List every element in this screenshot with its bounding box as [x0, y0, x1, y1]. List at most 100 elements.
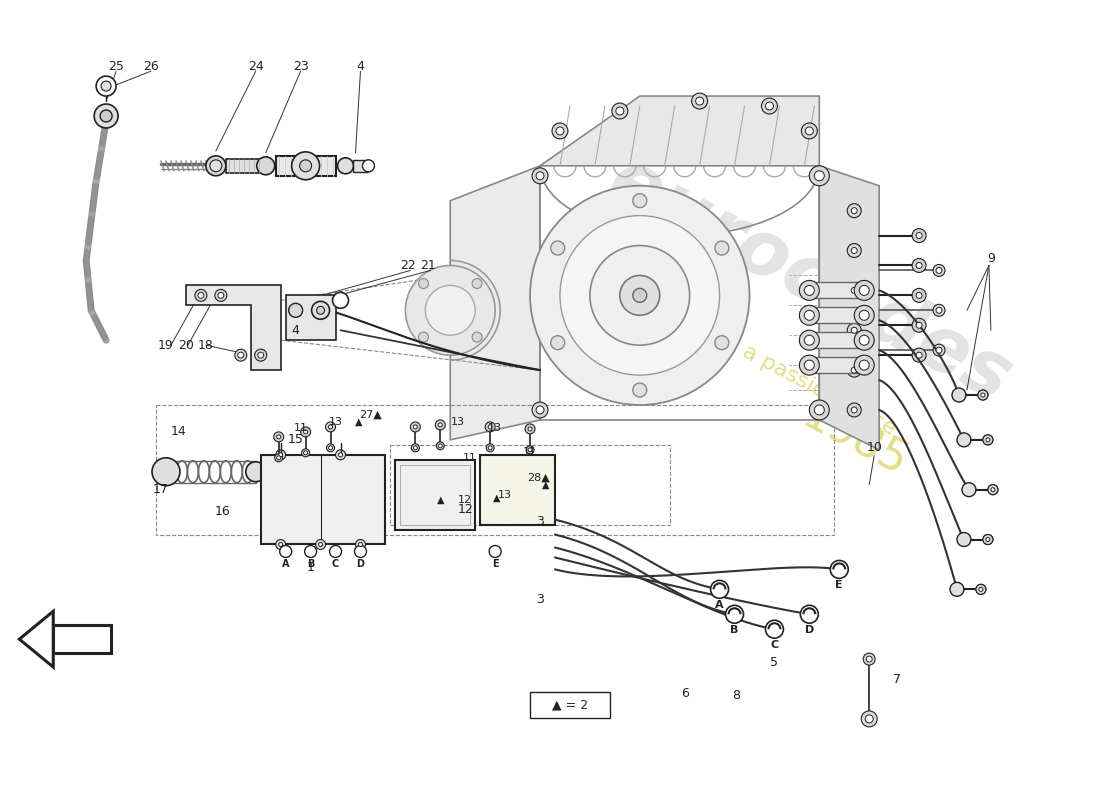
Circle shape — [245, 462, 266, 482]
Circle shape — [979, 587, 983, 591]
Circle shape — [300, 427, 310, 437]
Circle shape — [800, 330, 820, 350]
Text: 15: 15 — [288, 434, 304, 446]
Circle shape — [916, 233, 922, 238]
Text: 23: 23 — [293, 60, 308, 73]
Circle shape — [552, 123, 568, 139]
Text: 27▲: 27▲ — [359, 410, 382, 420]
Circle shape — [528, 427, 532, 431]
Bar — [166, 461, 255, 482]
Circle shape — [983, 435, 993, 445]
Text: 14: 14 — [172, 426, 187, 438]
Circle shape — [418, 278, 428, 289]
Circle shape — [336, 450, 345, 460]
Circle shape — [257, 352, 264, 358]
Circle shape — [859, 310, 869, 320]
Circle shape — [536, 406, 544, 414]
Circle shape — [278, 453, 283, 457]
Circle shape — [991, 488, 994, 492]
Bar — [353, 160, 369, 172]
Circle shape — [198, 292, 204, 298]
Circle shape — [438, 423, 442, 427]
Circle shape — [814, 405, 824, 415]
Circle shape — [851, 287, 857, 294]
Circle shape — [800, 281, 820, 300]
Text: 13: 13 — [329, 417, 342, 427]
Circle shape — [847, 243, 861, 258]
Text: ▲: ▲ — [354, 417, 362, 427]
Circle shape — [847, 403, 861, 417]
Circle shape — [590, 246, 690, 345]
Circle shape — [256, 157, 275, 174]
Circle shape — [864, 653, 876, 665]
Circle shape — [359, 542, 363, 546]
Circle shape — [274, 432, 284, 442]
Bar — [810, 357, 865, 373]
Circle shape — [814, 170, 824, 181]
Text: C: C — [770, 640, 779, 650]
Circle shape — [715, 241, 729, 255]
Circle shape — [411, 444, 419, 452]
Circle shape — [950, 582, 964, 596]
Text: 21: 21 — [420, 259, 437, 272]
Circle shape — [916, 322, 922, 328]
Circle shape — [532, 402, 548, 418]
Bar — [481, 455, 556, 525]
Circle shape — [912, 229, 926, 242]
Circle shape — [936, 307, 942, 314]
Text: 19: 19 — [158, 338, 174, 352]
Circle shape — [301, 449, 309, 457]
Text: A: A — [282, 559, 289, 570]
Circle shape — [804, 310, 814, 320]
Circle shape — [485, 422, 495, 432]
Circle shape — [210, 160, 222, 172]
Circle shape — [851, 327, 857, 334]
Circle shape — [305, 546, 317, 558]
Circle shape — [726, 606, 744, 623]
Circle shape — [332, 292, 349, 308]
Circle shape — [866, 715, 873, 723]
Text: 3: 3 — [536, 515, 544, 528]
Circle shape — [426, 286, 475, 335]
Text: 13: 13 — [488, 423, 502, 433]
Circle shape — [317, 306, 324, 314]
Circle shape — [801, 606, 818, 623]
Circle shape — [316, 539, 326, 550]
Circle shape — [528, 448, 532, 452]
Circle shape — [933, 304, 945, 316]
Bar — [261, 455, 385, 545]
Text: 1985: 1985 — [794, 394, 914, 486]
Circle shape — [330, 546, 341, 558]
Circle shape — [355, 539, 365, 550]
Polygon shape — [450, 166, 540, 440]
Circle shape — [327, 444, 334, 452]
Circle shape — [804, 360, 814, 370]
Circle shape — [978, 390, 988, 400]
Circle shape — [530, 186, 749, 405]
Circle shape — [859, 335, 869, 345]
Circle shape — [338, 158, 353, 174]
Circle shape — [916, 292, 922, 298]
Circle shape — [418, 332, 428, 342]
Text: D: D — [356, 559, 364, 570]
Text: 11: 11 — [524, 447, 537, 457]
Circle shape — [329, 446, 332, 450]
Circle shape — [866, 656, 872, 662]
Text: ▲ = 2: ▲ = 2 — [552, 698, 589, 711]
Circle shape — [847, 363, 861, 377]
Circle shape — [414, 425, 417, 429]
Circle shape — [632, 383, 647, 397]
Circle shape — [976, 584, 986, 594]
Circle shape — [276, 450, 286, 460]
Circle shape — [619, 275, 660, 315]
Bar — [810, 282, 865, 298]
Circle shape — [851, 407, 857, 413]
Text: 12: 12 — [458, 503, 473, 516]
Polygon shape — [540, 96, 820, 166]
Circle shape — [851, 247, 857, 254]
Polygon shape — [820, 166, 879, 450]
Circle shape — [616, 107, 624, 115]
Circle shape — [152, 458, 180, 486]
Circle shape — [986, 538, 990, 542]
Circle shape — [761, 98, 778, 114]
